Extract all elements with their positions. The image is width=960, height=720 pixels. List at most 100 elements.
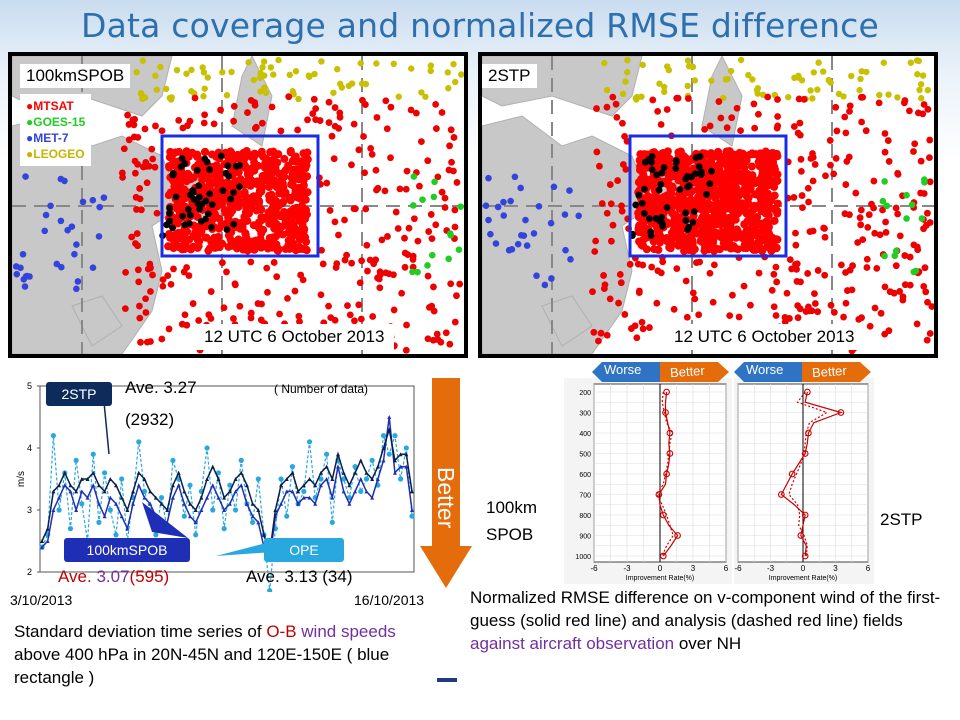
leogeo-dot [825, 76, 832, 84]
mtsat-dot [284, 294, 291, 302]
leogeo-dot [880, 59, 887, 66]
data-point-100kmspob [74, 508, 79, 512]
goes15-dot [903, 215, 910, 222]
mtsat-dot [269, 237, 278, 246]
profile-line-analysis [788, 391, 829, 557]
data-point-2stp [68, 483, 73, 488]
mtsat-dot [741, 233, 750, 242]
caption-highlight-ob: O-B [266, 622, 297, 641]
mtsat-dot [170, 265, 177, 273]
map-date-2stp: 12 UTC 6 October 2013 [664, 324, 865, 350]
mtsat-dot [862, 127, 870, 135]
leogeo-dot [306, 73, 313, 80]
data-point-100kmspob [392, 470, 397, 475]
observation-dot [179, 212, 186, 220]
leogeo-dot [257, 69, 264, 77]
leogeo-dot [373, 60, 380, 67]
data-point-100kmspob [193, 520, 198, 525]
data-point-100kmspob [176, 483, 181, 488]
mtsat-dot [401, 263, 409, 271]
data-point-100kmspob [318, 483, 323, 488]
mtsat-dot [451, 223, 459, 231]
mtsat-dot [906, 281, 914, 289]
leogeo-dot [848, 72, 855, 80]
legend-item-mtsat: ●MTSAT [26, 98, 85, 114]
map-legend: ●MTSAT ●GOES-15 ●MET-7 ●LEOGEO [20, 94, 92, 166]
mtsat-dot [844, 287, 851, 294]
mtsat-dot [689, 289, 697, 297]
mtsat-dot [906, 253, 914, 261]
mtsat-dot [863, 255, 871, 263]
profile-marker [666, 450, 674, 457]
mtsat-dot [355, 146, 363, 154]
mtsat-dot [701, 226, 710, 235]
mtsat-dot [696, 258, 704, 266]
mtsat-dot [748, 226, 757, 235]
mtsat-dot [403, 321, 410, 329]
mtsat-dot [830, 170, 838, 178]
data-point-ope [50, 433, 56, 439]
mtsat-dot [796, 305, 804, 313]
leogeo-dot [452, 78, 459, 86]
mtsat-dot [204, 246, 213, 255]
observation-dot [178, 155, 186, 162]
mtsat-dot [811, 290, 818, 298]
profile-marker [801, 552, 809, 560]
mtsat-dot [276, 170, 285, 179]
mtsat-dot [241, 163, 250, 172]
mtsat-dot [149, 271, 156, 279]
leogeo-dot [173, 66, 181, 74]
mtsat-dot [656, 150, 665, 159]
data-point-2stp [290, 470, 295, 475]
mtsat-dot [877, 309, 885, 317]
mtsat-dot [708, 228, 717, 237]
pressure-tick-label: 1000 [575, 554, 591, 561]
mtsat-dot [613, 113, 621, 121]
mtsat-dot [132, 240, 139, 247]
map-panel-2stp: 2STP 12 UTC 6 October 2013 [478, 52, 938, 358]
mtsat-dot [603, 103, 611, 111]
observation-dot [166, 217, 174, 225]
mtsat-dot [247, 244, 256, 253]
data-point-100kmspob [381, 458, 386, 463]
mtsat-dot [858, 314, 865, 322]
observation-dot [682, 209, 690, 217]
observation-dot [690, 208, 698, 216]
mtsat-dot [191, 228, 200, 237]
met7-dot [22, 273, 30, 280]
caption-text: above 400 hPa in 20N-45N and 120E-150E (… [14, 645, 390, 687]
mtsat-dot [210, 233, 219, 242]
observation-dot [703, 190, 710, 198]
mtsat-dot [220, 304, 228, 312]
data-point-ope [90, 451, 96, 457]
observation-dot [196, 205, 204, 213]
mtsat-dot [195, 317, 203, 324]
mtsat-dot [728, 291, 736, 299]
mtsat-dot [885, 158, 893, 165]
mtsat-dot [615, 299, 622, 307]
mtsat-dot [603, 209, 611, 217]
data-point-2stp [256, 508, 261, 512]
mtsat-dot [924, 298, 931, 306]
mtsat-dot [797, 155, 805, 163]
mtsat-dot [438, 188, 446, 196]
mtsat-dot [372, 166, 380, 174]
data-point-2stp [307, 477, 312, 481]
mtsat-dot [770, 270, 778, 278]
mtsat-dot [167, 280, 175, 288]
mtsat-dot [740, 282, 748, 290]
mtsat-dot [428, 235, 436, 242]
goes15-dot [912, 267, 920, 275]
goes15-dot [903, 191, 910, 199]
observation-dot [696, 153, 704, 160]
leogeo-dot [749, 76, 756, 83]
x-tick-label: 3 [833, 564, 838, 573]
leogeo-dot [292, 68, 300, 75]
mtsat-dot [368, 151, 376, 158]
mtsat-dot [873, 264, 881, 272]
met7-dot [47, 202, 54, 210]
profile-marker [655, 491, 663, 498]
observation-dot [635, 191, 643, 199]
data-point-ope [346, 495, 352, 501]
met7-dot [57, 175, 65, 183]
